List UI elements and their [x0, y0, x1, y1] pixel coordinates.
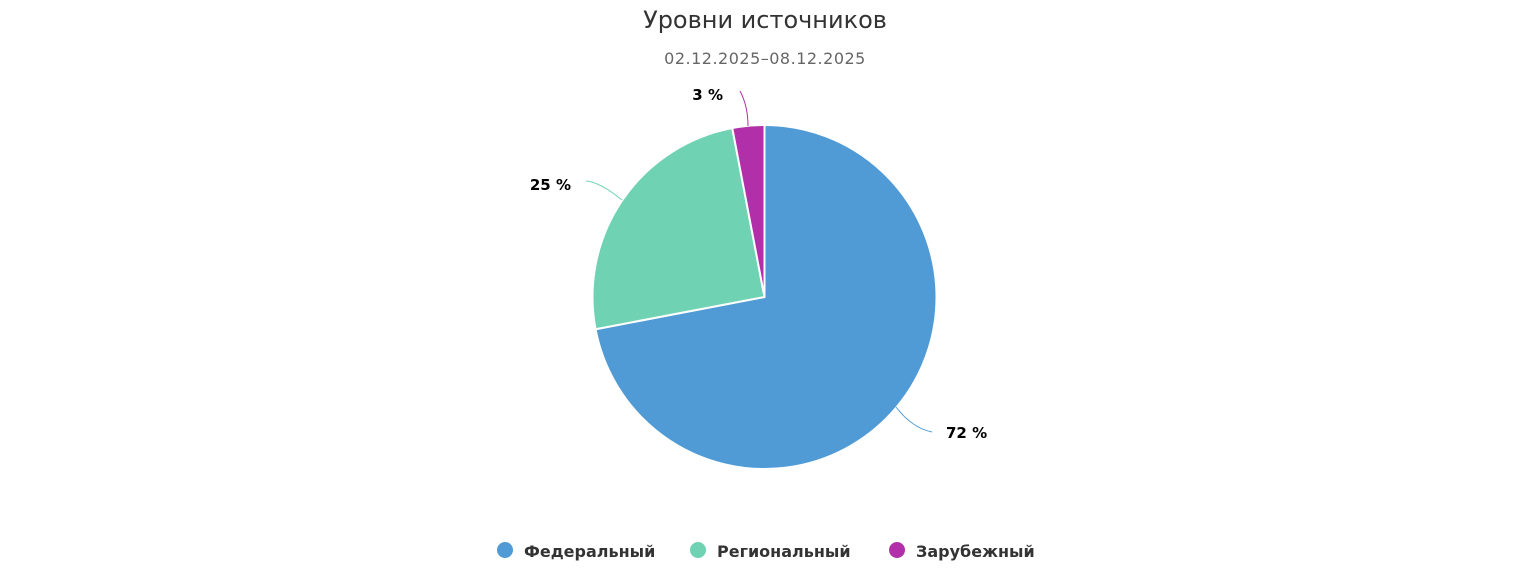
- chart-subtitle: 02.12.2025–08.12.2025: [664, 49, 866, 68]
- data-labels: 72 % 25 % 3 %: [530, 86, 987, 442]
- pie-slice-2[interactable]: [591, 127, 766, 331]
- data-label-connector-1: [895, 406, 933, 433]
- legend-label: Зарубежный: [916, 542, 1035, 561]
- legend-marker-icon: [889, 542, 905, 558]
- data-label-connector-2: [585, 180, 623, 201]
- pie-slice-1[interactable]: [594, 124, 938, 470]
- pie-slices: [591, 124, 938, 470]
- data-label-1: 72 %: [946, 424, 987, 442]
- legend-label: Федеральный: [524, 542, 655, 561]
- chart-title: Уровни источников: [643, 6, 887, 34]
- legend-label: Региональный: [717, 542, 851, 561]
- data-label-3: 3 %: [692, 86, 723, 104]
- data-label-2: 25 %: [530, 176, 571, 194]
- legend-item-2[interactable]: Региональный: [690, 542, 851, 561]
- legend-marker-icon: [497, 542, 513, 558]
- legend-item-1[interactable]: Федеральный: [497, 542, 655, 561]
- data-label-connector-3: [739, 90, 749, 127]
- legend-marker-icon: [690, 542, 706, 558]
- legend: Федеральный Региональный Зарубежный: [497, 542, 1035, 561]
- legend-item-3[interactable]: Зарубежный: [889, 542, 1035, 561]
